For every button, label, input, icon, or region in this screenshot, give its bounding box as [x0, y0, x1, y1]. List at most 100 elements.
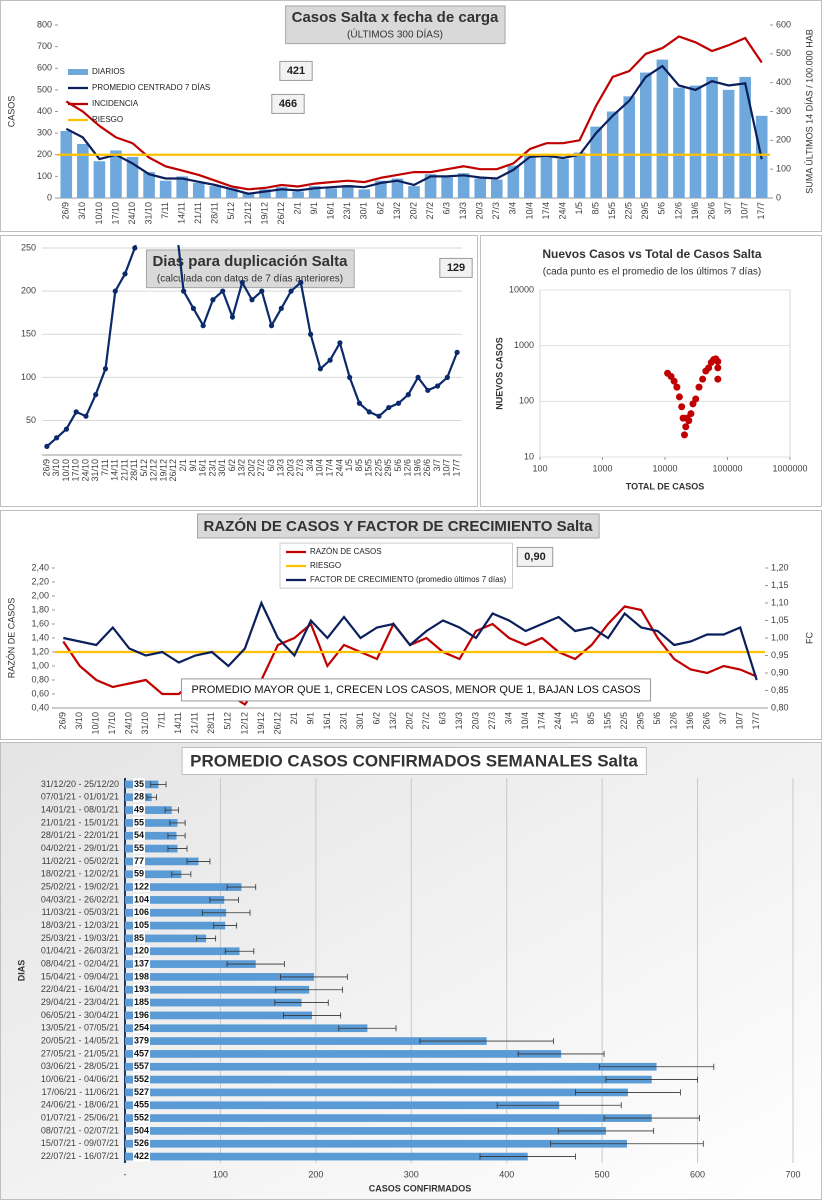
point — [415, 374, 421, 380]
point — [210, 297, 216, 303]
text-box — [133, 778, 146, 790]
text-box — [133, 816, 146, 828]
x-tick-label: 30/1 — [217, 459, 227, 477]
x-tick-label: 6/3 — [441, 202, 451, 215]
x-tick-label: 1000 — [592, 463, 612, 473]
point — [112, 288, 118, 294]
data-label: 198 — [134, 971, 149, 981]
x-tick-label: 100 — [532, 463, 547, 473]
x-tick-label: 29/5 — [636, 712, 646, 730]
x-tick-label: 17/4 — [541, 202, 551, 220]
x-tick-label: 1000000 — [772, 463, 807, 473]
x-tick-label: 14/11 — [110, 459, 120, 481]
chart-subtitle: (calculada con datos de 7 días anteriore… — [157, 274, 343, 285]
data-label: 105 — [134, 920, 149, 930]
text-box — [133, 996, 151, 1008]
x-tick-label: 700 — [785, 1169, 800, 1179]
x-tick-label: 13/2 — [388, 712, 398, 730]
x-tick-label: 2/1 — [289, 712, 299, 725]
point — [54, 435, 60, 441]
point — [44, 443, 50, 449]
bar — [242, 192, 255, 198]
data-label: 49 — [134, 804, 144, 814]
x-tick-label: 26/6 — [706, 202, 716, 220]
point — [376, 413, 382, 419]
bar — [557, 159, 569, 198]
series-line — [65, 64, 763, 195]
data-label: 422 — [134, 1151, 149, 1161]
bar — [125, 896, 225, 904]
data-label: 552 — [134, 1112, 149, 1122]
x-tick-label: 13/3 — [276, 459, 286, 477]
point — [682, 423, 690, 431]
y2-tick-label: 0,80 — [771, 702, 789, 712]
y-tick-label: 0 — [47, 192, 52, 202]
plot — [55, 600, 765, 707]
data-label: 28 — [134, 792, 144, 802]
y-tick-label: 2,20 — [31, 576, 49, 586]
point — [229, 314, 236, 320]
x-tick-label: 17/10 — [71, 459, 81, 482]
bar — [209, 186, 222, 198]
point — [181, 288, 187, 294]
point — [347, 374, 353, 380]
x-tick-label: 22/5 — [619, 712, 629, 730]
point — [83, 413, 89, 419]
x-tick-label: 600 — [690, 1169, 705, 1179]
point — [132, 245, 138, 251]
y-axis-label: RAZÓN DE CASOS — [6, 598, 16, 679]
bar — [159, 180, 172, 198]
x-tick-label: 16/1 — [322, 712, 332, 730]
point — [444, 374, 450, 380]
text-box — [133, 1034, 151, 1046]
x-tick-label: 2/1 — [292, 202, 302, 215]
y2-tick-label: 1,15 — [771, 580, 789, 590]
x-tick-label: 27/3 — [487, 712, 497, 730]
y2-tick-label: 0,95 — [771, 650, 789, 660]
y-tick-label: 04/02/21 - 29/01/21 — [41, 843, 119, 853]
x-tick-label: 12/12 — [243, 202, 253, 225]
y-tick-label: 250 — [21, 242, 36, 252]
y2-tick-label: 0,90 — [771, 667, 789, 677]
y-tick-label: 1,80 — [31, 604, 49, 614]
text-box — [133, 983, 151, 995]
point — [93, 392, 99, 398]
data-label: 35 — [134, 779, 144, 789]
x-tick-label: 1/5 — [344, 459, 354, 472]
x-tick-label: 24/10 — [127, 202, 137, 225]
bar — [739, 76, 751, 198]
y-tick-label: 200 — [21, 286, 36, 296]
data-label: 254 — [134, 1023, 149, 1033]
bar — [275, 187, 288, 198]
x-tick-label: 13/2 — [392, 202, 402, 220]
y-tick-label: 14/01/21 - 08/01/21 — [41, 804, 119, 814]
x-tick-label: 5/12 — [139, 459, 149, 477]
y-tick-label: 04/03/21 - 26/02/21 — [41, 894, 119, 904]
x-tick-label: 17/7 — [751, 712, 761, 730]
bar — [110, 150, 122, 198]
bar — [441, 177, 453, 198]
bar — [640, 72, 652, 198]
data-label: 77 — [134, 856, 144, 866]
data-label: 196 — [134, 1010, 149, 1020]
x-tick-label: 8/5 — [586, 712, 596, 725]
point — [356, 400, 363, 406]
x-tick-label: 29/5 — [383, 459, 393, 477]
y-tick-label: 13/05/21 - 07/05/21 — [41, 1023, 119, 1033]
text-box — [133, 1137, 151, 1149]
x-tick-label: 28/11 — [210, 202, 220, 224]
x-tick-label: 3/7 — [723, 202, 733, 215]
x-tick-label: 21/11 — [190, 712, 200, 734]
point — [337, 340, 343, 346]
x-tick-label: 19/6 — [685, 712, 695, 730]
bar — [125, 819, 178, 827]
y-tick-label: 01/04/21 - 26/03/21 — [41, 946, 119, 956]
x-tick-label: - — [124, 1169, 127, 1179]
point — [405, 392, 411, 398]
legend-label: RAZÓN DE CASOS — [310, 547, 382, 556]
text-box — [133, 791, 146, 803]
y-tick-label: 50 — [26, 415, 36, 425]
x-tick-label: 10/7 — [442, 459, 452, 477]
x-tick-label: 3/10 — [77, 202, 87, 220]
y-tick-label: 0,60 — [31, 688, 49, 698]
